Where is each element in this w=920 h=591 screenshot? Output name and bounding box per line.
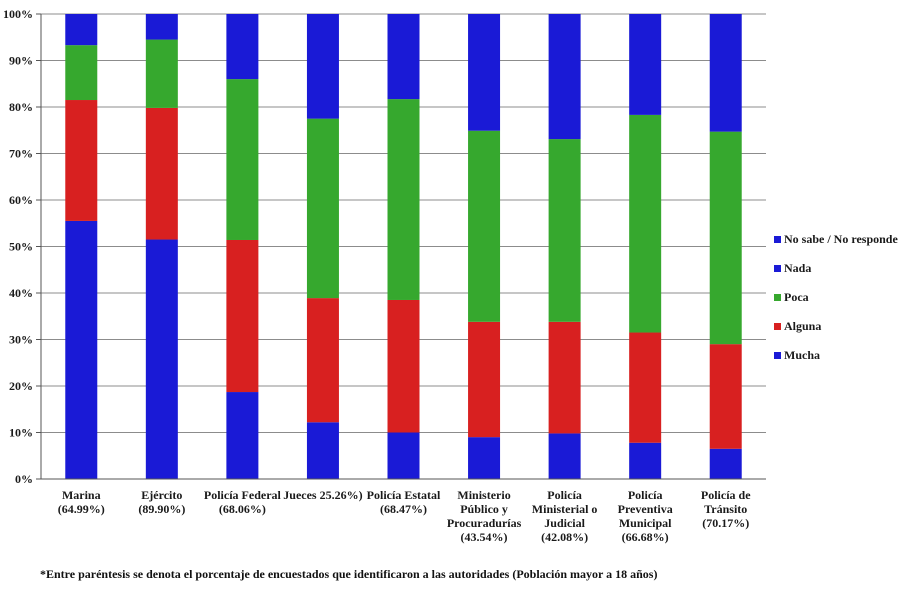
legend-label: Poca — [784, 290, 809, 304]
y-tick-label: 10% — [9, 426, 33, 440]
bars — [65, 14, 742, 480]
legend-swatch — [774, 323, 781, 330]
x-category-label: Ejército (89.90%) — [138, 488, 185, 516]
bar-segment-nada — [306, 14, 339, 119]
y-tick-label: 80% — [9, 100, 33, 114]
bar-segment-mucha — [709, 448, 742, 479]
y-tick-label: 70% — [9, 147, 33, 161]
bar-segment-alguna — [306, 298, 339, 423]
legend: No sabe / No responde Nada Poca Alguna Mucha — [774, 232, 898, 362]
axes: 0% 10% 20% 30% 40% 50% 60% 70% 80% 90% 100% Marina(… — [3, 7, 766, 544]
footnote: *Entre paréntesis se denota el porcentaj… — [40, 567, 657, 581]
y-tick-label: 60% — [9, 193, 33, 207]
bar-segment-poca — [548, 139, 581, 322]
bar-segment-poca — [226, 79, 259, 240]
y-tick-label: 100% — [3, 7, 33, 21]
bar-segment-poca — [145, 39, 178, 108]
bar-segment-nada — [65, 14, 98, 46]
legend-label: Alguna — [784, 319, 821, 333]
bar-segment-alguna — [65, 100, 98, 221]
x-category-label: Policía Preventiva Municipal (66.68%) — [618, 488, 673, 544]
x-category-label: Policía de Tránsito (70.17%) — [701, 488, 751, 530]
bar-segment-nada — [145, 14, 178, 40]
bar-segment-nada — [226, 14, 259, 80]
bar-segment-alguna — [709, 344, 742, 449]
legend-label: Mucha — [784, 348, 820, 362]
bar-segment-mucha — [629, 442, 662, 479]
bar-segment-mucha — [226, 392, 259, 479]
bar-segment-nada — [387, 14, 420, 100]
bar-segment-poca — [387, 99, 420, 300]
bar-segment-alguna — [629, 332, 662, 443]
bar-segment-alguna — [145, 107, 178, 240]
bar-segment-mucha — [387, 432, 420, 479]
legend-label: Nada — [784, 261, 811, 275]
bar-segment-poca — [306, 118, 339, 299]
bar-segment-poca — [65, 45, 98, 101]
bar-segment-mucha — [145, 239, 178, 479]
bar-segment-poca — [709, 131, 742, 345]
bar-segment-mucha — [65, 220, 98, 480]
legend-swatch — [774, 236, 781, 243]
bar-segment-nada — [709, 14, 742, 132]
bar-segment-alguna — [548, 321, 581, 434]
bar-segment-alguna — [226, 239, 259, 393]
x-category-label: Ministerio Público y Procuradurías (43.54%) — [447, 488, 522, 544]
bar-segment-nada — [548, 14, 581, 140]
x-category-label: Jueces 25.26%) — [283, 488, 362, 502]
x-category-label: Marina (64.99%) — [58, 488, 105, 516]
y-tick-label: 90% — [9, 54, 33, 68]
x-category-label: Policía Ministerial o Judicial (42.08%) — [532, 488, 598, 544]
x-category-label: Policía Federal (68.06%) — [204, 488, 282, 516]
legend-swatch — [774, 265, 781, 272]
bar-segment-alguna — [387, 299, 420, 433]
legend-label: No sabe / No responde — [784, 232, 898, 246]
bar-segment-alguna — [468, 321, 501, 438]
bar-segment-nada — [629, 14, 662, 115]
bar-segment-mucha — [548, 433, 581, 479]
bar-segment-nada — [468, 14, 501, 131]
bar-segment-poca — [629, 114, 662, 333]
bar-segment-poca — [468, 130, 501, 322]
bar-segment-mucha — [468, 437, 501, 479]
y-tick-label: 20% — [9, 379, 33, 393]
y-tick-label: 40% — [9, 286, 33, 300]
legend-swatch — [774, 294, 781, 301]
x-category-label: Policía Estatal (68.47%) — [367, 488, 441, 516]
bar-segment-mucha — [306, 422, 339, 479]
y-tick-label: 30% — [9, 333, 33, 347]
y-tick-label: 0% — [15, 472, 33, 486]
legend-swatch — [774, 352, 781, 359]
y-tick-label: 50% — [9, 240, 33, 254]
